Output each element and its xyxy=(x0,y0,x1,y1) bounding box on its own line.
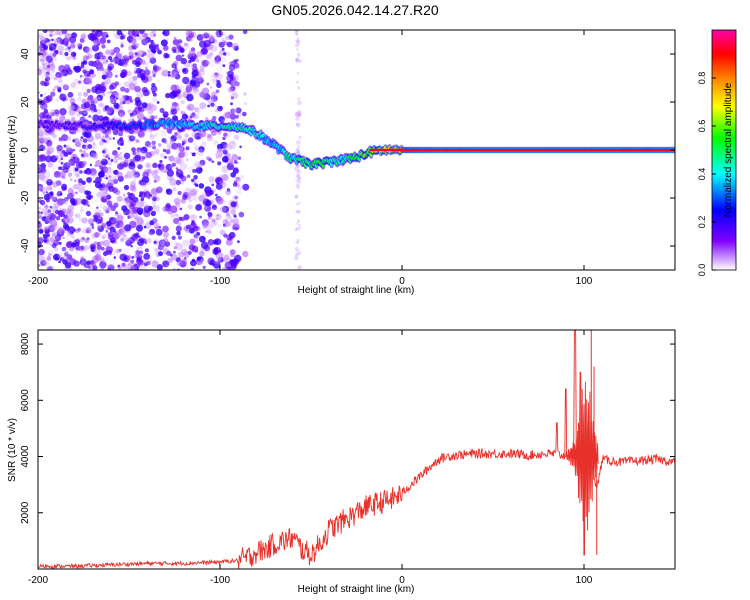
snr-x-tick-label: 100 xyxy=(576,575,593,586)
spectrogram-plot-area xyxy=(38,30,675,270)
colorbar-tick-label: 0.6 xyxy=(697,120,707,133)
snr-panel: -200 -100 0 100 2000 4000 6000 8000 Height of … xyxy=(7,329,676,595)
spectrogram-y-tick-label: 0 xyxy=(20,147,31,153)
snr-y-tick: 2000 xyxy=(20,501,675,524)
colorbar-ticks: 0.0 0.2 0.4 0.6 0.8 xyxy=(697,72,716,277)
spectrogram-y-tick: 20 xyxy=(20,96,675,108)
snr-plot-area xyxy=(38,330,675,569)
colorbar: 0.0 0.2 0.4 0.6 0.8 Normalized spectral ampl… xyxy=(697,29,737,277)
snr-y-tick-label: 8000 xyxy=(20,332,31,355)
spectrogram-x-tick-label: -100 xyxy=(210,276,230,287)
spectrogram-y-tick: 40 xyxy=(20,48,675,60)
spectrogram-y-tick-label: -20 xyxy=(20,190,31,205)
snr-y-tick: 4000 xyxy=(20,445,675,468)
snr-x-label: Height of straight line (km) xyxy=(298,584,415,595)
spectrogram-noise xyxy=(38,30,303,270)
snr-y-tick-label: 6000 xyxy=(20,389,31,412)
colorbar-tick: 0.2 xyxy=(697,216,716,229)
colorbar-tick: 0.6 xyxy=(697,120,716,133)
colorbar-tick: 0.4 xyxy=(697,168,716,181)
snr-x-tick-label: 0 xyxy=(399,575,405,586)
snr-x-tick: -100 xyxy=(210,330,230,586)
spectrogram-signal-track xyxy=(38,117,675,171)
spectrogram-y-tick-label: 40 xyxy=(20,48,31,60)
spectrogram-y-tick: -40 xyxy=(20,238,675,253)
colorbar-tick: 0.0 xyxy=(697,264,716,277)
spectrogram-x-ticks: -200 -100 0 100 xyxy=(28,30,593,287)
snr-frame xyxy=(37,329,676,570)
colorbar-tick-label: 0.4 xyxy=(697,168,707,181)
snr-y-label: SNR (10 * v/v) xyxy=(7,418,18,482)
spectrogram-x-label: Height of straight line (km) xyxy=(298,285,415,296)
colorbar-tick-label: 0.0 xyxy=(697,264,707,277)
spectrogram-x-tick: 0 xyxy=(399,30,405,287)
figure-title: GN05.2026.042.14.27.R20 xyxy=(271,2,439,18)
spectrogram-x-tick-label: 100 xyxy=(576,276,593,287)
snr-x-tick: 100 xyxy=(576,330,593,586)
spectrogram-y-tick-label: -40 xyxy=(20,238,31,253)
spectrogram-y-label: Frequency (Hz) xyxy=(7,116,18,185)
spectrogram-y-tick-label: 20 xyxy=(20,96,31,108)
colorbar-tick-label: 0.8 xyxy=(697,72,707,85)
snr-x-tick: 0 xyxy=(399,330,405,586)
spectrogram-y-ticks: -40 -20 0 20 40 xyxy=(20,48,675,253)
colorbar-gradient xyxy=(711,29,737,271)
snr-x-tick-label: -100 xyxy=(210,575,230,586)
snr-y-ticks: 2000 4000 6000 8000 xyxy=(20,332,675,524)
spectrogram-x-tick: -100 xyxy=(210,30,230,287)
snr-spikes xyxy=(578,330,598,555)
spectrogram-x-tick-label: -200 xyxy=(28,276,48,287)
snr-y-tick-label: 2000 xyxy=(20,501,31,524)
snr-y-tick-label: 4000 xyxy=(20,445,31,468)
colorbar-label: Normalized spectral amplitude xyxy=(723,82,734,217)
snr-x-tick: -200 xyxy=(28,330,48,586)
snr-y-tick: 8000 xyxy=(20,332,675,355)
spectrogram-x-tick: 100 xyxy=(576,30,593,287)
spectrogram-x-tick-label: 0 xyxy=(399,276,405,287)
spectrogram-y-tick: -20 xyxy=(20,190,675,205)
spectrogram-x-tick: -200 xyxy=(28,30,48,287)
spectrogram-y-tick: 0 xyxy=(20,147,675,153)
snr-y-tick: 6000 xyxy=(20,389,675,412)
colorbar-tick: 0.8 xyxy=(697,72,716,85)
snr-x-ticks: -200 -100 0 100 xyxy=(28,330,593,586)
colorbar-tick-label: 0.2 xyxy=(697,216,707,229)
snr-x-tick-label: -200 xyxy=(28,575,48,586)
